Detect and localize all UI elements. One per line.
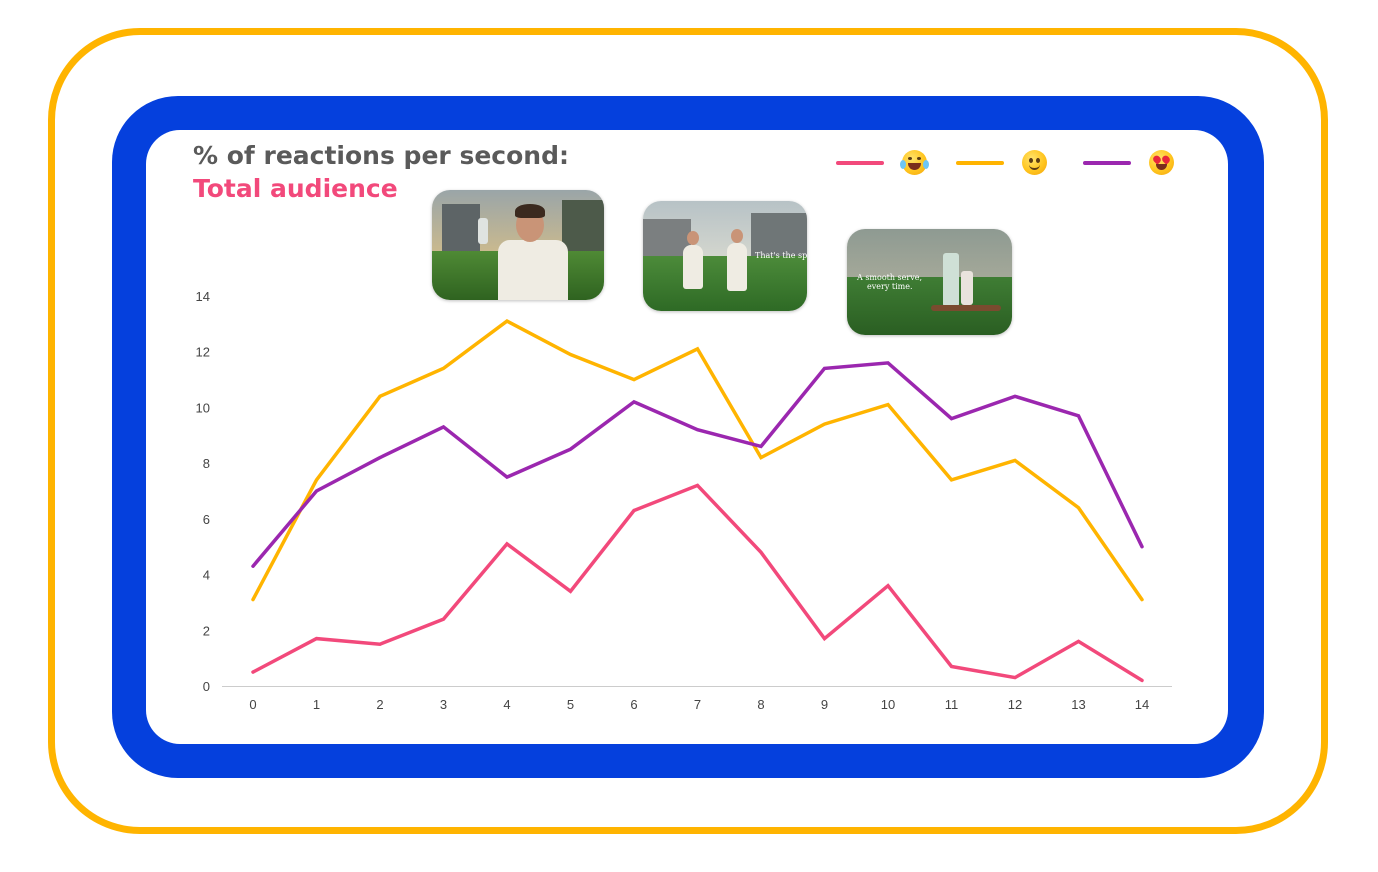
x-tick-label: 3 bbox=[440, 697, 447, 712]
x-tick-label: 11 bbox=[945, 697, 959, 712]
x-tick-label: 0 bbox=[249, 697, 256, 712]
x-tick-label: 8 bbox=[757, 697, 764, 712]
thumbnail-caption-line2: every time. bbox=[867, 282, 913, 291]
series-layer bbox=[251, 319, 1144, 683]
y-tick-label: 0 bbox=[203, 679, 210, 694]
x-tick-label: 13 bbox=[1071, 697, 1085, 712]
laughing-tears-emoji-icon bbox=[900, 150, 929, 175]
y-tick-label: 8 bbox=[203, 456, 210, 471]
chart-subtitle: Total audience bbox=[193, 174, 398, 203]
heart-eyes-emoji-icon bbox=[1149, 150, 1174, 175]
x-tick-label: 5 bbox=[567, 697, 574, 712]
chart-title: % of reactions per second: bbox=[193, 141, 569, 170]
x-tick-label: 14 bbox=[1135, 697, 1149, 712]
series-line-heart-eyes bbox=[251, 361, 1144, 568]
y-tick-label: 10 bbox=[196, 400, 210, 415]
y-tick-label: 4 bbox=[203, 568, 210, 583]
man-holding-bottle-thumbnail bbox=[432, 190, 604, 300]
x-axis: 0 1 2 3 4 5 6 7 8 9 10 11 12 13 14 bbox=[249, 697, 1149, 712]
x-tick-label: 9 bbox=[821, 697, 828, 712]
x-tick-label: 6 bbox=[630, 697, 637, 712]
x-tick-label: 2 bbox=[376, 697, 383, 712]
x-tick-label: 4 bbox=[503, 697, 510, 712]
y-tick-label: 12 bbox=[196, 345, 210, 360]
couple-on-tennis-court-thumbnail: That's the spirit. bbox=[643, 201, 807, 311]
x-tick-label: 7 bbox=[694, 697, 701, 712]
x-tick-label: 1 bbox=[313, 697, 320, 712]
y-tick-label: 2 bbox=[203, 623, 210, 638]
y-tick-label: 6 bbox=[203, 512, 210, 527]
legend-line-smiling bbox=[956, 161, 1004, 165]
bottle-on-tennis-court-thumbnail: A smooth serve, every time. bbox=[847, 229, 1012, 335]
thumbnail-caption-line1: A smooth serve, bbox=[857, 273, 923, 282]
series-line-laughing bbox=[251, 483, 1144, 683]
x-tick-label: 12 bbox=[1008, 697, 1022, 712]
y-axis: 0 2 4 6 8 10 12 14 bbox=[196, 289, 210, 694]
legend bbox=[830, 146, 1180, 180]
legend-line-heart-eyes bbox=[1083, 161, 1131, 165]
thumbnail-caption: That's the spirit. bbox=[755, 251, 807, 260]
y-tick-label: 14 bbox=[196, 289, 210, 304]
slight-smile-emoji-icon bbox=[1022, 150, 1047, 175]
legend-line-laughing bbox=[836, 161, 884, 165]
x-tick-label: 10 bbox=[881, 697, 895, 712]
series-line-smiling bbox=[251, 319, 1144, 602]
